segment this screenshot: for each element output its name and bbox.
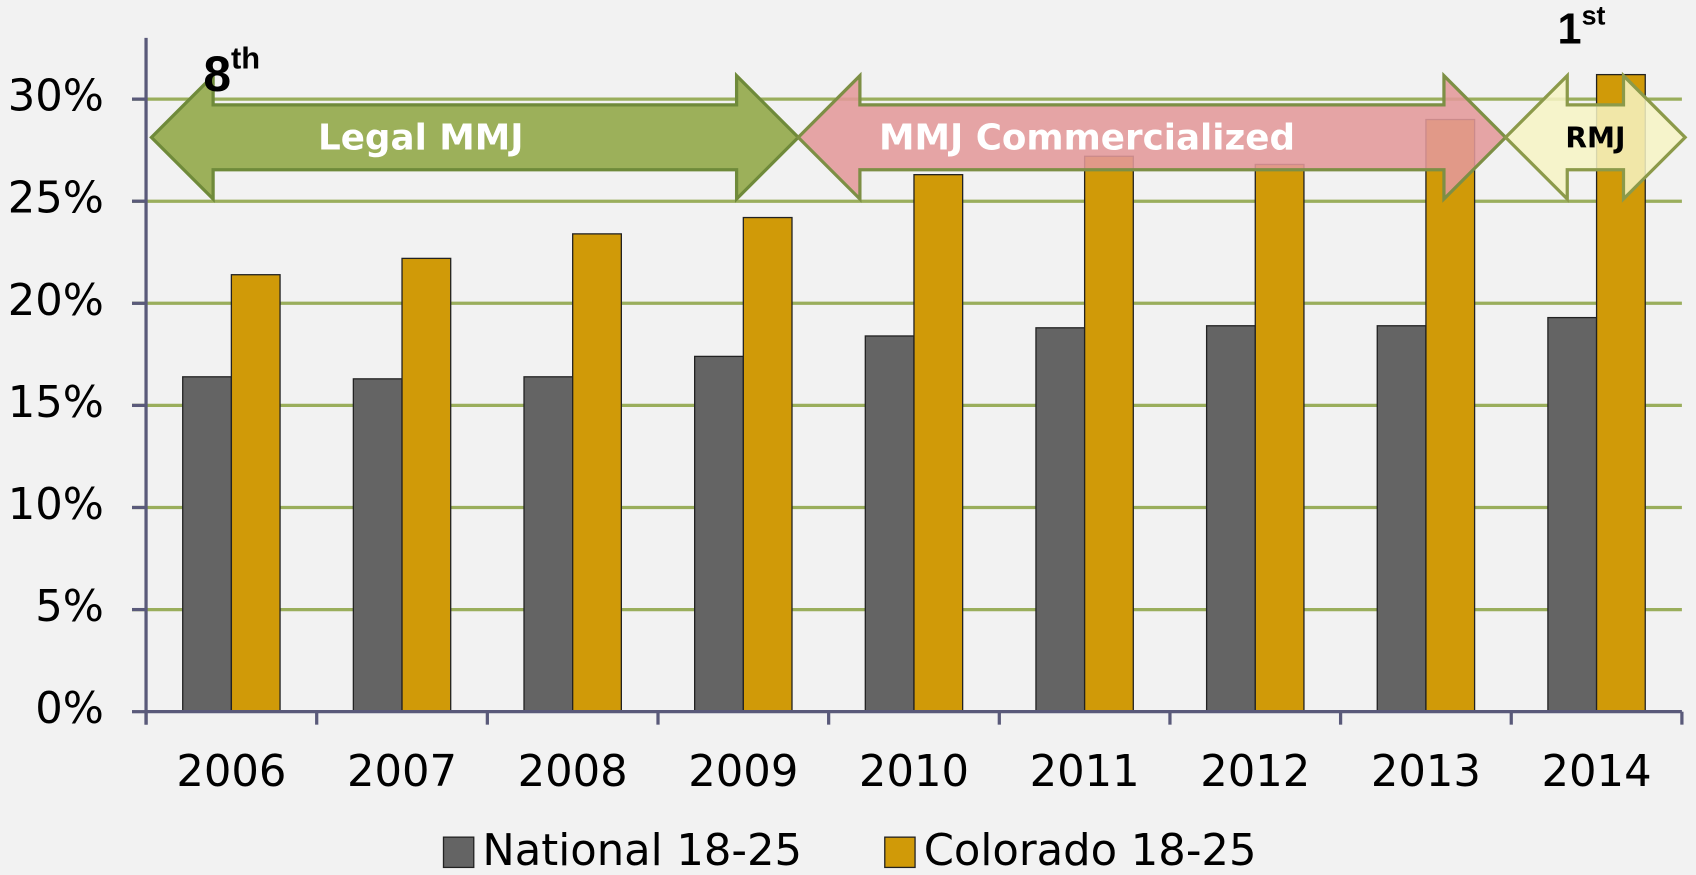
bar [523, 376, 574, 713]
bar [1547, 316, 1598, 713]
bar [401, 257, 452, 713]
y-tick-label: 30% [8, 72, 104, 122]
bar [913, 174, 964, 713]
bar [864, 335, 915, 713]
x-tick-label: 2014 [1542, 747, 1652, 797]
bar [572, 233, 622, 713]
legend-label: National 18-25 [482, 826, 802, 875]
period-label: MMJ Commercialized [879, 118, 1295, 159]
period-label: Legal MMJ [318, 118, 524, 159]
period-label: RMJ [1565, 122, 1625, 155]
rank-number: 8 [203, 46, 231, 102]
bar [230, 274, 281, 713]
bar [1083, 155, 1134, 713]
rank-annotation: 1st [1558, 0, 1606, 53]
bar [1376, 325, 1427, 713]
y-tick-label: 25% [8, 174, 104, 224]
bar [352, 378, 403, 713]
y-tick-label: 0% [35, 684, 104, 734]
x-tick-label: 2008 [518, 747, 628, 797]
rank-suffix: th [231, 41, 260, 76]
x-tick-label: 2012 [1200, 747, 1310, 797]
x-tick-label: 2009 [688, 747, 798, 797]
y-tick-label: 5% [35, 582, 104, 632]
bar [1205, 325, 1256, 713]
y-tick-label: 15% [8, 378, 104, 428]
x-tick-label: 2007 [347, 747, 457, 797]
bar [1425, 118, 1476, 713]
y-tick-label: 20% [8, 276, 104, 326]
bar [182, 376, 233, 713]
y-tick-label: 10% [8, 480, 104, 530]
legend-label: Colorado 18-25 [924, 826, 1257, 875]
bar [1254, 163, 1305, 713]
legend-swatch [884, 836, 916, 869]
x-tick-label: 2010 [859, 747, 969, 797]
rank-suffix: st [1582, 0, 1606, 30]
rank-annotation: 8th [203, 41, 260, 102]
legend-swatch [442, 836, 475, 869]
rank-number: 1 [1558, 6, 1582, 54]
x-tick-label: 2013 [1371, 747, 1481, 797]
bar [694, 355, 744, 713]
x-tick-label: 2006 [176, 747, 286, 797]
bar [1035, 327, 1086, 713]
period-arrow [1503, 71, 1688, 203]
bar [742, 216, 793, 713]
x-tick-label: 2011 [1030, 747, 1140, 797]
